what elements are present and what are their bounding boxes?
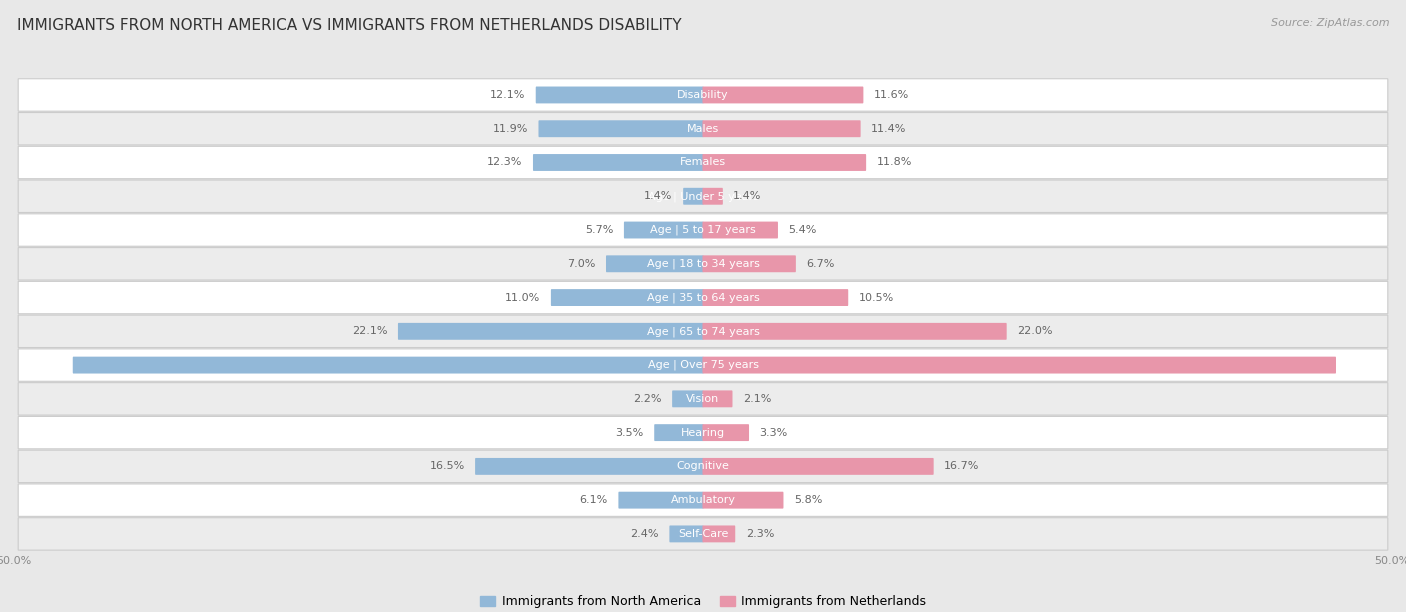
Text: Source: ZipAtlas.com: Source: ZipAtlas.com <box>1271 18 1389 28</box>
Text: Cognitive: Cognitive <box>676 461 730 471</box>
Text: IMMIGRANTS FROM NORTH AMERICA VS IMMIGRANTS FROM NETHERLANDS DISABILITY: IMMIGRANTS FROM NORTH AMERICA VS IMMIGRA… <box>17 18 682 34</box>
FancyBboxPatch shape <box>18 282 1388 314</box>
FancyBboxPatch shape <box>18 146 1388 179</box>
FancyBboxPatch shape <box>703 323 1007 340</box>
Text: 2.2%: 2.2% <box>633 394 662 404</box>
Text: 16.7%: 16.7% <box>945 461 980 471</box>
FancyBboxPatch shape <box>606 255 703 272</box>
FancyBboxPatch shape <box>475 458 703 475</box>
Text: Age | 65 to 74 years: Age | 65 to 74 years <box>647 326 759 337</box>
FancyBboxPatch shape <box>703 86 863 103</box>
FancyBboxPatch shape <box>619 491 703 509</box>
FancyBboxPatch shape <box>73 357 703 373</box>
Legend: Immigrants from North America, Immigrants from Netherlands: Immigrants from North America, Immigrant… <box>475 590 931 612</box>
FancyBboxPatch shape <box>551 289 703 306</box>
Text: Disability: Disability <box>678 90 728 100</box>
Text: 5.8%: 5.8% <box>794 495 823 505</box>
FancyBboxPatch shape <box>18 315 1388 348</box>
Text: 11.6%: 11.6% <box>875 90 910 100</box>
Text: 2.4%: 2.4% <box>630 529 659 539</box>
FancyBboxPatch shape <box>18 484 1388 517</box>
FancyBboxPatch shape <box>18 214 1388 246</box>
FancyBboxPatch shape <box>18 180 1388 212</box>
FancyBboxPatch shape <box>703 255 796 272</box>
Text: Age | 35 to 64 years: Age | 35 to 64 years <box>647 293 759 303</box>
Text: Ambulatory: Ambulatory <box>671 495 735 505</box>
Text: 16.5%: 16.5% <box>429 461 464 471</box>
FancyBboxPatch shape <box>624 222 703 239</box>
FancyBboxPatch shape <box>18 349 1388 381</box>
Text: 3.5%: 3.5% <box>616 428 644 438</box>
FancyBboxPatch shape <box>703 188 723 204</box>
FancyBboxPatch shape <box>672 390 703 408</box>
FancyBboxPatch shape <box>18 79 1388 111</box>
FancyBboxPatch shape <box>18 382 1388 415</box>
Text: 12.3%: 12.3% <box>486 157 523 168</box>
Text: 45.9%: 45.9% <box>1340 360 1378 370</box>
Text: Males: Males <box>688 124 718 134</box>
Text: 1.4%: 1.4% <box>734 192 762 201</box>
Text: Hearing: Hearing <box>681 428 725 438</box>
Text: 2.1%: 2.1% <box>742 394 772 404</box>
FancyBboxPatch shape <box>654 424 703 441</box>
Text: 11.0%: 11.0% <box>505 293 540 302</box>
FancyBboxPatch shape <box>703 222 778 239</box>
Text: 2.3%: 2.3% <box>745 529 775 539</box>
FancyBboxPatch shape <box>703 289 848 306</box>
Text: 5.4%: 5.4% <box>789 225 817 235</box>
Text: 5.7%: 5.7% <box>585 225 613 235</box>
Text: 7.0%: 7.0% <box>567 259 596 269</box>
FancyBboxPatch shape <box>703 526 735 542</box>
FancyBboxPatch shape <box>18 518 1388 550</box>
FancyBboxPatch shape <box>18 450 1388 483</box>
FancyBboxPatch shape <box>398 323 703 340</box>
FancyBboxPatch shape <box>703 390 733 408</box>
Text: Age | 5 to 17 years: Age | 5 to 17 years <box>650 225 756 235</box>
Text: 12.1%: 12.1% <box>489 90 526 100</box>
FancyBboxPatch shape <box>536 86 703 103</box>
Text: 45.7%: 45.7% <box>28 360 66 370</box>
Text: 11.9%: 11.9% <box>492 124 529 134</box>
Text: 22.0%: 22.0% <box>1017 326 1053 337</box>
Text: Age | Under 5 years: Age | Under 5 years <box>648 191 758 201</box>
Text: 6.1%: 6.1% <box>579 495 607 505</box>
Text: 6.7%: 6.7% <box>807 259 835 269</box>
FancyBboxPatch shape <box>703 121 860 137</box>
Text: Vision: Vision <box>686 394 720 404</box>
FancyBboxPatch shape <box>18 416 1388 449</box>
Text: 11.8%: 11.8% <box>876 157 912 168</box>
Text: 1.4%: 1.4% <box>644 192 672 201</box>
FancyBboxPatch shape <box>703 458 934 475</box>
Text: Self-Care: Self-Care <box>678 529 728 539</box>
Text: Females: Females <box>681 157 725 168</box>
FancyBboxPatch shape <box>703 491 783 509</box>
Text: 10.5%: 10.5% <box>859 293 894 302</box>
Text: 3.3%: 3.3% <box>759 428 787 438</box>
FancyBboxPatch shape <box>538 121 703 137</box>
Text: Age | 18 to 34 years: Age | 18 to 34 years <box>647 258 759 269</box>
Text: 22.1%: 22.1% <box>352 326 388 337</box>
Text: 11.4%: 11.4% <box>872 124 907 134</box>
FancyBboxPatch shape <box>703 424 749 441</box>
FancyBboxPatch shape <box>703 154 866 171</box>
FancyBboxPatch shape <box>703 357 1336 373</box>
FancyBboxPatch shape <box>683 188 703 204</box>
FancyBboxPatch shape <box>533 154 703 171</box>
FancyBboxPatch shape <box>18 248 1388 280</box>
FancyBboxPatch shape <box>18 113 1388 145</box>
Text: Age | Over 75 years: Age | Over 75 years <box>648 360 758 370</box>
FancyBboxPatch shape <box>669 526 703 542</box>
